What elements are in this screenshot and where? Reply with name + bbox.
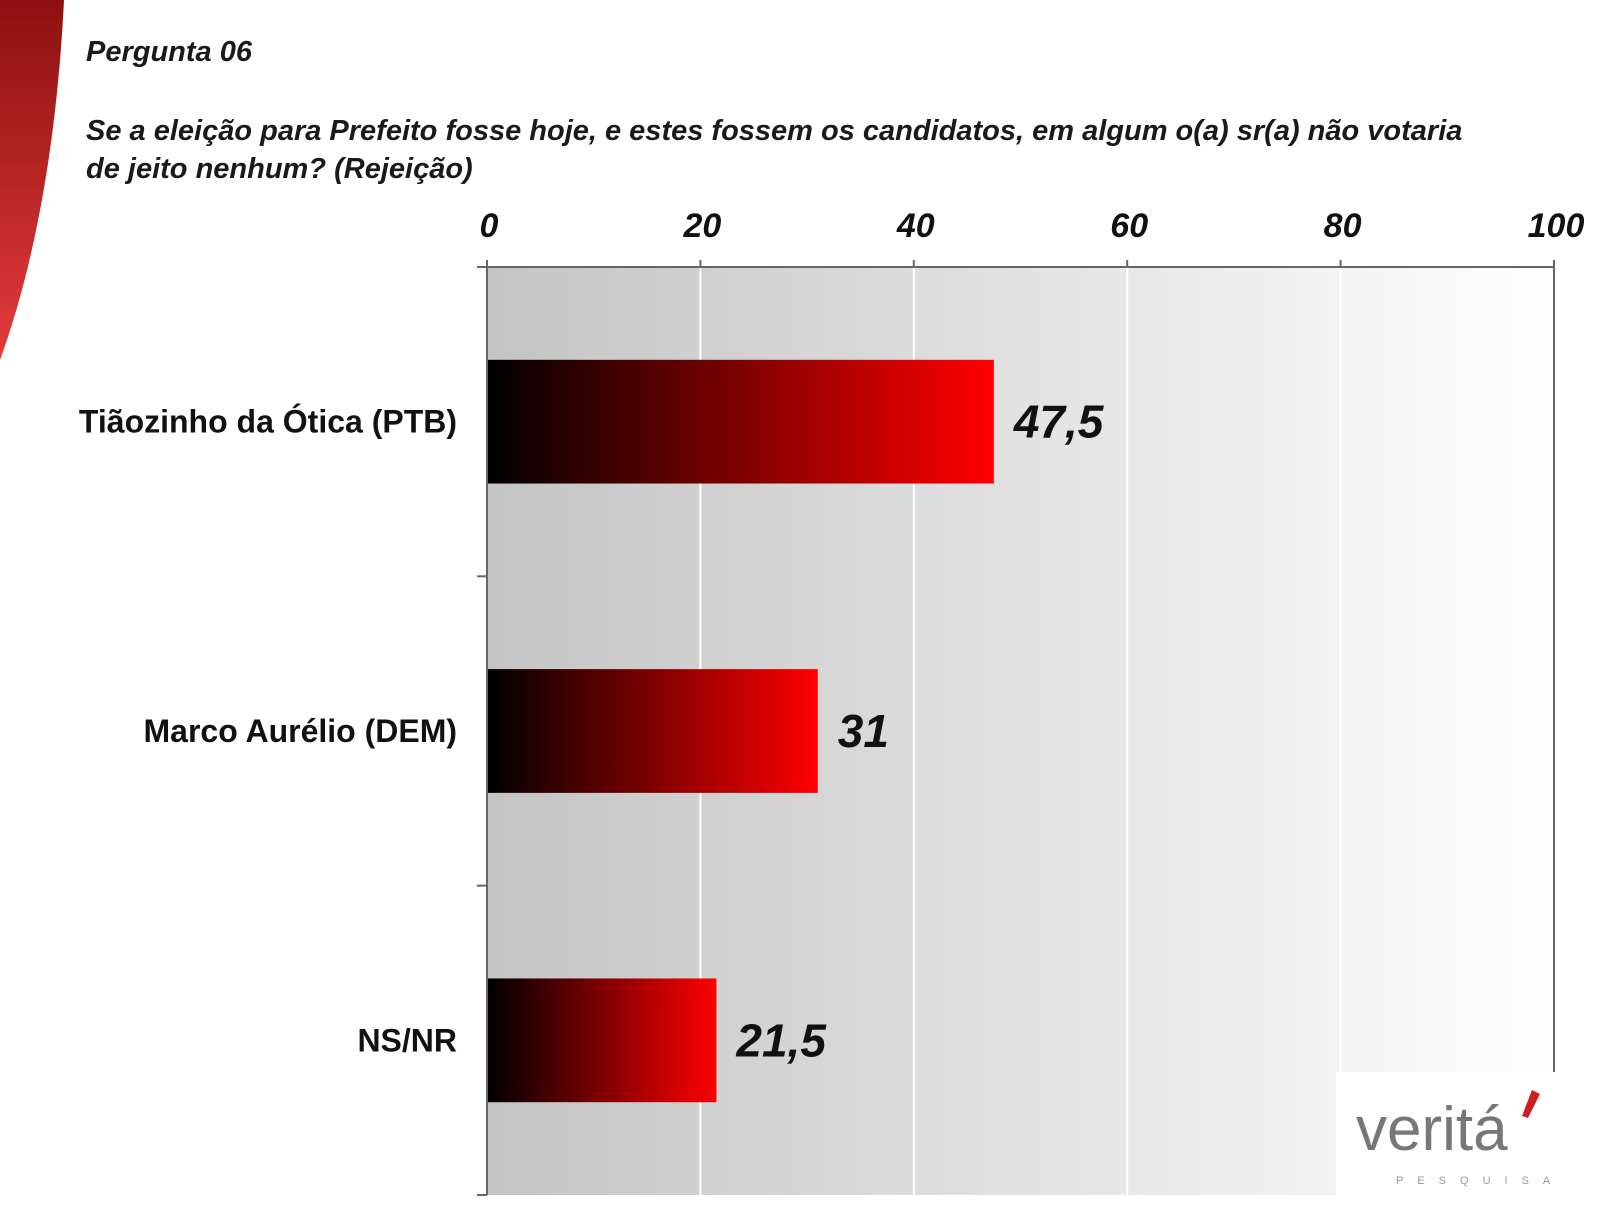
category-label: Marco Aurélio (DEM)	[144, 713, 458, 749]
bars	[488, 359, 994, 1103]
value-label: 21,5	[735, 1014, 827, 1066]
verita-logo: veritá PESQUISA	[1356, 1090, 1564, 1187]
x-tick-label: 0	[480, 207, 499, 245]
category-label: NS/NR	[357, 1022, 457, 1058]
tick-labels: 0 20 40 60 80 100	[480, 207, 1585, 245]
bar	[488, 669, 818, 793]
value-labels: 47,5 31 21,5	[735, 396, 1104, 1067]
bar	[488, 978, 717, 1103]
logo-name: veritá	[1356, 1095, 1508, 1164]
bar	[488, 359, 994, 484]
logo: veritá PESQUISA	[1336, 1072, 1566, 1200]
value-label: 47,5	[1013, 396, 1105, 448]
category-label: Tiãozinho da Ótica (PTB)	[79, 404, 457, 440]
x-tick-label: 60	[1110, 207, 1148, 245]
question-text: Se a eleição para Prefeito fosse hoje, e…	[86, 115, 1463, 185]
logo-tagline: PESQUISA	[1396, 1175, 1564, 1187]
category-labels: Tiãozinho da Ótica (PTB) Marco Aurélio (D…	[79, 404, 457, 1059]
x-tick-label: 20	[682, 207, 721, 245]
x-tick-label: 100	[1528, 207, 1585, 245]
decorative-swoosh	[0, 0, 64, 360]
question-label: Pergunta 06	[86, 36, 252, 68]
x-tick-label: 80	[1324, 207, 1362, 245]
axes	[477, 260, 1555, 1196]
value-label: 31	[838, 705, 889, 757]
x-tick-label: 40	[896, 207, 935, 245]
